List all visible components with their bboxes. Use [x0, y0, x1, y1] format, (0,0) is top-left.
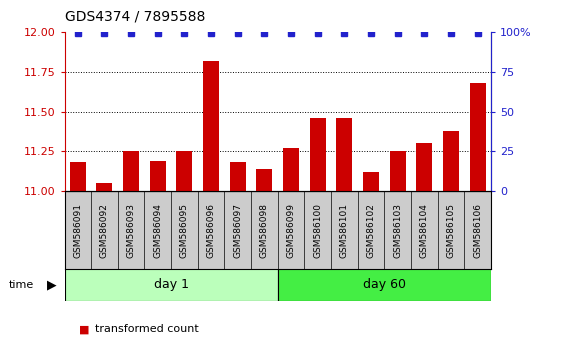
Text: GSM586097: GSM586097: [233, 202, 242, 258]
Text: GSM586100: GSM586100: [313, 202, 322, 258]
Text: GSM586095: GSM586095: [180, 202, 189, 258]
Bar: [443, 131, 459, 191]
Text: GSM586092: GSM586092: [100, 202, 109, 258]
Text: GSM586094: GSM586094: [153, 202, 162, 258]
Text: GSM586103: GSM586103: [393, 202, 402, 258]
Bar: [310, 118, 325, 191]
Text: day 60: day 60: [363, 279, 406, 291]
Text: GSM586098: GSM586098: [260, 202, 269, 258]
Bar: [65, 269, 278, 301]
Bar: [256, 169, 273, 191]
Bar: [150, 161, 166, 191]
Text: day 1: day 1: [154, 279, 188, 291]
Bar: [416, 143, 432, 191]
Bar: [278, 269, 491, 301]
Bar: [96, 183, 112, 191]
Bar: [203, 61, 219, 191]
Text: GSM586099: GSM586099: [287, 202, 296, 258]
Text: GSM586093: GSM586093: [127, 202, 136, 258]
Text: ▶: ▶: [47, 279, 56, 291]
Bar: [470, 83, 485, 191]
Text: GSM586104: GSM586104: [420, 202, 429, 258]
Bar: [70, 162, 86, 191]
Text: GDS4374 / 7895588: GDS4374 / 7895588: [65, 9, 205, 23]
Text: GSM586091: GSM586091: [73, 202, 82, 258]
Text: GSM586096: GSM586096: [206, 202, 215, 258]
Text: GSM586106: GSM586106: [473, 202, 482, 258]
Bar: [230, 162, 246, 191]
Text: transformed count: transformed count: [95, 324, 199, 334]
Text: time: time: [8, 280, 34, 290]
Bar: [389, 152, 406, 191]
Bar: [123, 152, 139, 191]
Text: GSM586102: GSM586102: [366, 202, 375, 258]
Bar: [176, 152, 192, 191]
Bar: [336, 118, 352, 191]
Text: GSM586105: GSM586105: [447, 202, 456, 258]
Bar: [283, 148, 299, 191]
Text: GSM586101: GSM586101: [340, 202, 349, 258]
Text: ■: ■: [79, 324, 89, 334]
Bar: [363, 172, 379, 191]
